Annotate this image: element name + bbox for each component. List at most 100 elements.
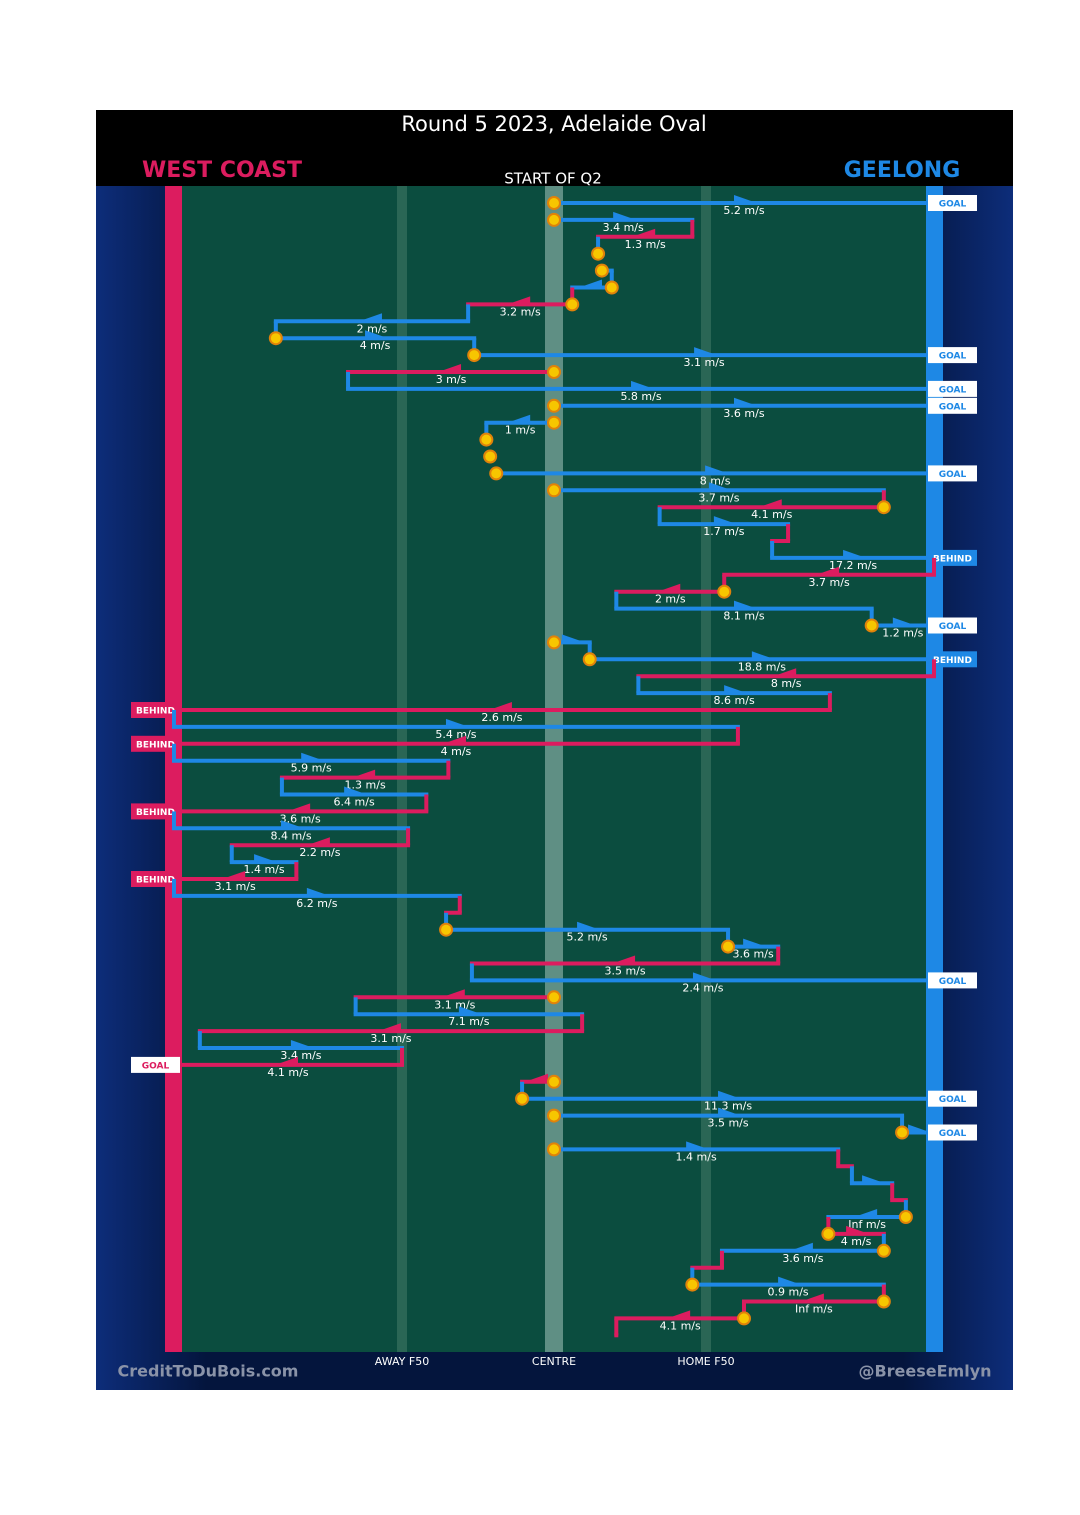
direction-arrow (582, 279, 602, 287)
speed-label: 1 m/s (505, 424, 536, 437)
direction-arrow (635, 228, 656, 236)
speed-label: Inf m/s (795, 1303, 833, 1316)
result-label: GOAL (939, 622, 967, 632)
speed-label: 1.3 m/s (345, 779, 386, 792)
x-tick-label: HOME F50 (677, 1355, 734, 1368)
direction-arrow (290, 803, 311, 811)
direction-arrow (254, 854, 275, 862)
direction-arrow (491, 702, 512, 709)
stoppage-marker (685, 1277, 700, 1292)
stoppage-marker (895, 1125, 910, 1140)
direction-arrow (734, 600, 754, 608)
stoppage-marker (515, 1091, 530, 1106)
stoppage-marker (467, 348, 482, 363)
header-band (96, 110, 1013, 186)
chart-title: Round 5 2023, Adelaide Oval (401, 112, 706, 136)
speed-label: 3.5 m/s (604, 965, 645, 978)
direction-arrow (290, 1040, 311, 1047)
speed-label: 18.8 m/s (738, 660, 786, 673)
speed-label: 1.3 m/s (625, 238, 666, 251)
direction-arrow (631, 380, 652, 388)
direction-arrow (803, 1293, 824, 1301)
result-label: BEHIND (136, 808, 175, 818)
result-badge (928, 617, 977, 634)
stoppage-marker (439, 922, 454, 937)
speed-label: 8.1 m/s (723, 610, 764, 623)
direction-arrow (761, 499, 782, 507)
direction-arrow (734, 397, 754, 405)
result-badge (928, 651, 977, 668)
direction-arrow (694, 347, 715, 355)
speed-label: 4 m/s (841, 1235, 872, 1248)
credit: @BreeseEmlyn (858, 1362, 991, 1381)
direction-arrow (380, 1023, 401, 1031)
credit: CreditToDuBois.com (118, 1362, 299, 1381)
stoppage-marker (547, 483, 561, 498)
result-label: GOAL (939, 977, 967, 987)
speed-label: 5.2 m/s (566, 931, 607, 944)
direction-arrow (444, 989, 465, 997)
speed-label: 3 m/s (436, 373, 467, 386)
speed-label: 3.6 m/s (723, 407, 764, 420)
direction-arrow (908, 1124, 929, 1132)
result-label: BEHIND (136, 707, 175, 717)
direction-arrow (713, 516, 734, 524)
result-badge (928, 465, 977, 482)
result-badge (928, 1124, 977, 1141)
speed-label: 8 m/s (700, 474, 731, 487)
result-badge (928, 347, 977, 364)
stoppage-marker (547, 212, 561, 227)
speed-label: 3.6 m/s (733, 948, 774, 961)
result-label: GOAL (939, 200, 967, 210)
result-badge (928, 1090, 977, 1107)
direction-arrow (441, 364, 462, 371)
speed-label: 1.4 m/s (243, 863, 284, 876)
direction-arrow (660, 583, 681, 591)
stoppage-marker (547, 635, 561, 650)
direction-arrow (301, 752, 322, 760)
result-badge (131, 871, 180, 887)
direction-arrow (445, 735, 466, 743)
result-badge (131, 702, 180, 718)
direction-arrow (892, 617, 913, 625)
direction-arrow (613, 211, 634, 219)
x-tick-label: AWAY F50 (375, 1355, 429, 1368)
speed-label: 2.2 m/s (299, 846, 340, 859)
result-badge (131, 1056, 180, 1073)
direction-arrow (846, 1225, 867, 1233)
direction-arrow (577, 921, 598, 929)
stoppage-marker (547, 990, 561, 1005)
result-badge (928, 195, 977, 211)
speed-label: 2 m/s (655, 593, 686, 606)
speed-label: 17.2 m/s (829, 559, 877, 572)
stoppage-marker (876, 500, 891, 515)
stoppage-marker (591, 246, 606, 261)
team-name: WEST COAST (142, 158, 302, 183)
stoppage-marker (547, 196, 561, 210)
stoppage-marker (864, 618, 879, 633)
team-name: GEELONG (844, 158, 961, 183)
result-label: BEHIND (933, 656, 972, 666)
stoppage-marker (547, 398, 561, 413)
stoppage-marker (582, 652, 597, 667)
direction-arrow (686, 1141, 707, 1149)
result-label: GOAL (939, 402, 967, 412)
stoppage-marker (737, 1311, 751, 1326)
speed-label: 3.4 m/s (603, 221, 644, 234)
stoppage-marker (821, 1226, 836, 1241)
speed-label: 2 m/s (357, 322, 388, 335)
direction-arrow (743, 938, 764, 946)
stoppage-marker (565, 297, 580, 312)
stoppage-marker (721, 939, 736, 954)
speed-label: 3.1 m/s (370, 1032, 411, 1045)
stoppage-marker (547, 415, 561, 430)
result-label: BEHIND (136, 876, 175, 886)
speed-label: 5.8 m/s (620, 390, 661, 403)
direction-arrow (361, 313, 382, 321)
direction-arrow (281, 820, 302, 828)
stoppage-marker (547, 365, 561, 379)
speed-label: 4.1 m/s (660, 1319, 701, 1332)
direction-arrow (751, 651, 772, 659)
result-label: GOAL (939, 470, 967, 480)
